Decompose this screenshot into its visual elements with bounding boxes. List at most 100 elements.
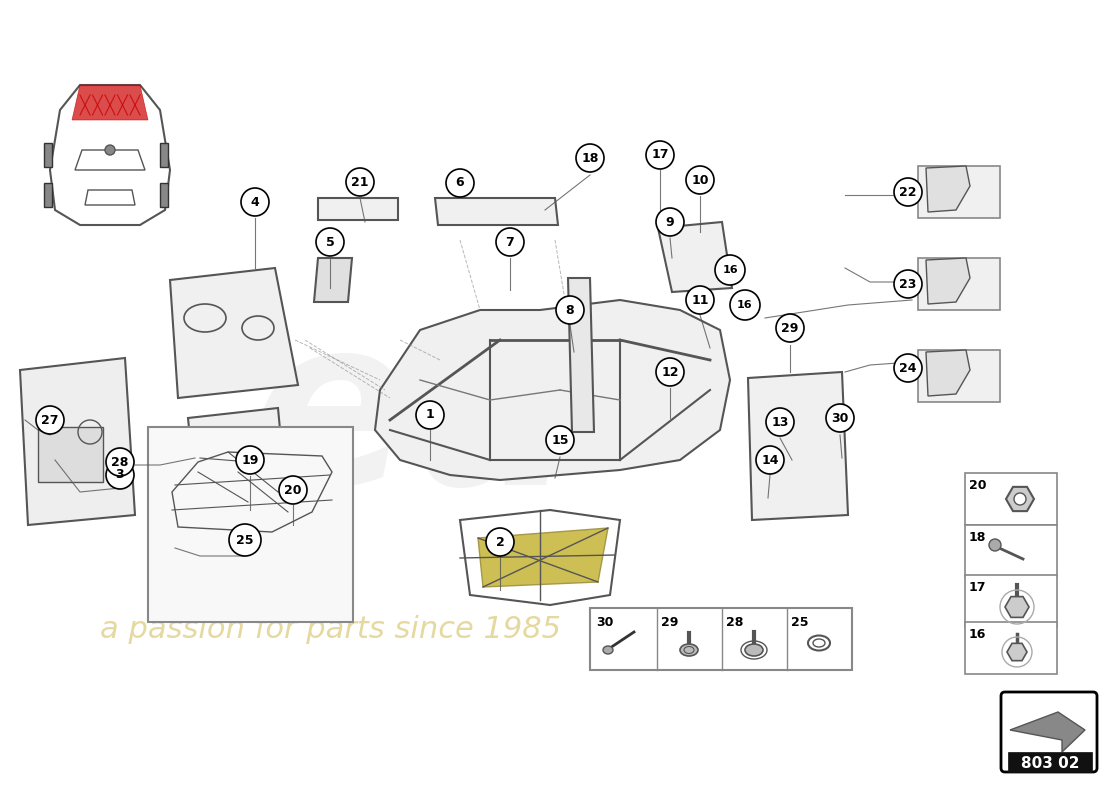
Circle shape [245, 444, 261, 460]
Text: 29: 29 [661, 616, 679, 629]
Circle shape [576, 144, 604, 172]
Polygon shape [1010, 712, 1085, 752]
Circle shape [36, 406, 64, 434]
Polygon shape [926, 350, 970, 396]
Polygon shape [318, 198, 398, 220]
Circle shape [229, 524, 261, 556]
Polygon shape [926, 166, 970, 212]
Bar [965, 525, 1057, 577]
Circle shape [106, 448, 134, 476]
Ellipse shape [603, 646, 613, 654]
Circle shape [894, 354, 922, 382]
Polygon shape [748, 372, 848, 520]
Bar [39, 427, 103, 482]
Text: 4: 4 [251, 195, 260, 209]
Text: 30: 30 [832, 411, 849, 425]
Text: 15: 15 [551, 434, 569, 446]
Bar [160, 143, 168, 167]
Circle shape [204, 440, 220, 456]
Circle shape [279, 476, 307, 504]
Text: 24: 24 [900, 362, 916, 374]
Circle shape [756, 446, 784, 474]
Text: a passion for parts since 1985: a passion for parts since 1985 [100, 615, 561, 645]
Text: 22: 22 [900, 186, 916, 198]
Bar [590, 608, 852, 670]
Polygon shape [170, 268, 298, 398]
Text: 23: 23 [900, 278, 916, 290]
Text: 25: 25 [791, 616, 808, 629]
Text: 17: 17 [651, 149, 669, 162]
Text: 29: 29 [781, 322, 799, 334]
Text: eu: eu [250, 306, 579, 534]
Ellipse shape [745, 644, 763, 656]
Circle shape [556, 296, 584, 324]
Circle shape [686, 166, 714, 194]
Bar [160, 183, 168, 207]
Bar [965, 473, 1057, 525]
Circle shape [894, 178, 922, 206]
Circle shape [104, 145, 116, 155]
Circle shape [236, 446, 264, 474]
Circle shape [646, 141, 674, 169]
Circle shape [826, 404, 854, 432]
Text: 18: 18 [581, 151, 598, 165]
Circle shape [1014, 493, 1026, 505]
Text: 17: 17 [969, 581, 987, 594]
Polygon shape [926, 258, 970, 304]
Text: 11: 11 [691, 294, 708, 306]
Text: 6: 6 [455, 177, 464, 190]
Polygon shape [20, 358, 135, 525]
Text: 30: 30 [596, 616, 614, 629]
Ellipse shape [680, 644, 698, 656]
Polygon shape [1006, 643, 1027, 661]
Text: 16: 16 [969, 628, 987, 641]
Text: 5: 5 [326, 235, 334, 249]
Circle shape [106, 461, 134, 489]
Polygon shape [188, 408, 288, 520]
Circle shape [686, 286, 714, 314]
Bar [918, 350, 1000, 402]
Circle shape [715, 255, 745, 285]
Text: 803 02: 803 02 [1021, 755, 1079, 770]
Text: 18: 18 [969, 531, 987, 544]
Text: 14: 14 [761, 454, 779, 466]
Text: 28: 28 [726, 616, 744, 629]
Circle shape [486, 528, 514, 556]
Circle shape [894, 270, 922, 298]
Text: 20: 20 [969, 479, 987, 492]
Bar [965, 622, 1057, 674]
Text: 7: 7 [506, 235, 515, 249]
Circle shape [656, 208, 684, 236]
Polygon shape [1005, 597, 1028, 618]
Text: 25: 25 [236, 534, 254, 546]
Text: 9: 9 [666, 215, 674, 229]
Polygon shape [72, 85, 148, 120]
Text: 12: 12 [661, 366, 679, 378]
Circle shape [496, 228, 524, 256]
Circle shape [416, 401, 444, 429]
Bar [148, 427, 353, 622]
Bar [250, 479, 260, 494]
Polygon shape [658, 222, 732, 292]
Text: 19: 19 [241, 454, 258, 466]
Polygon shape [478, 528, 608, 587]
Text: 20: 20 [284, 483, 301, 497]
Polygon shape [568, 278, 594, 432]
Text: 10: 10 [691, 174, 708, 186]
Circle shape [446, 169, 474, 197]
Bar [965, 575, 1057, 627]
Text: 28: 28 [111, 455, 129, 469]
Text: 2: 2 [496, 535, 505, 549]
Bar [1008, 752, 1092, 772]
Text: 16: 16 [737, 300, 752, 310]
Text: 1: 1 [426, 409, 434, 422]
Text: 27: 27 [42, 414, 58, 426]
Circle shape [316, 228, 344, 256]
Circle shape [241, 188, 270, 216]
Circle shape [546, 426, 574, 454]
Circle shape [656, 358, 684, 386]
Text: 3: 3 [116, 469, 124, 482]
Bar [44, 143, 52, 167]
Text: 8: 8 [565, 303, 574, 317]
Polygon shape [434, 198, 558, 225]
